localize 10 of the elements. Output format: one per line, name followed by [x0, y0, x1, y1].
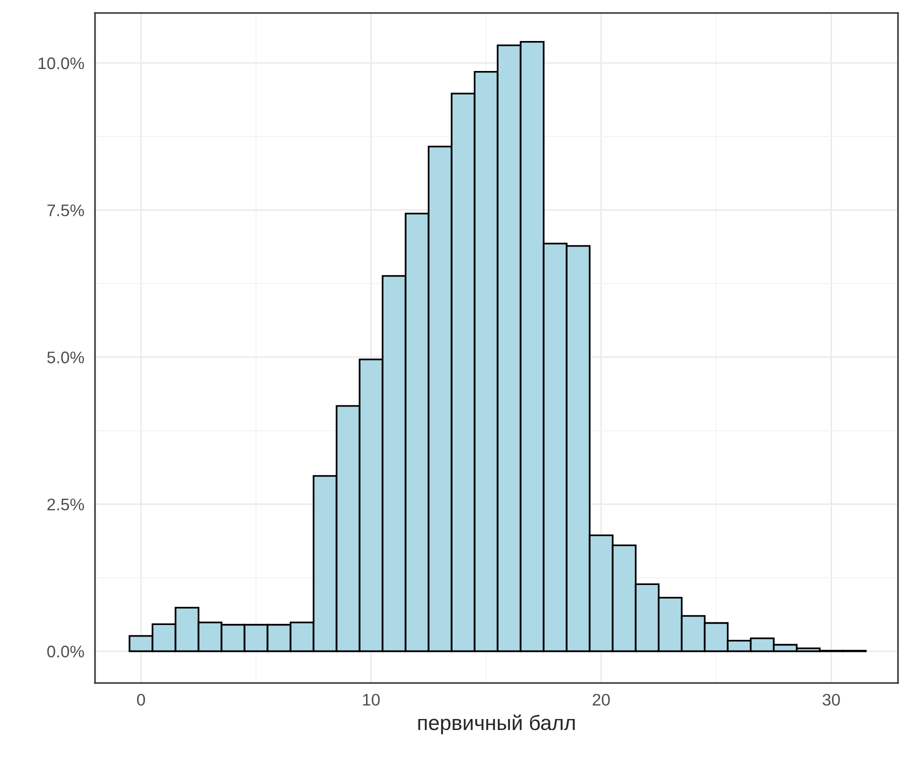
x-tick-label: 20: [592, 694, 610, 706]
y-tick-label: 7.5%: [47, 204, 84, 216]
y-tick-label: 10.0%: [38, 57, 84, 70]
x-tick-label: 10: [363, 694, 380, 706]
x-tick-label: 0: [137, 694, 145, 706]
x-tick-label: 30: [822, 694, 840, 706]
y-tick-label: 2.5%: [47, 498, 84, 510]
y-tick-label: 5.0%: [47, 352, 84, 364]
y-tick-label: 0.0%: [47, 646, 84, 658]
x-axis-title: первичный балл: [418, 714, 575, 734]
